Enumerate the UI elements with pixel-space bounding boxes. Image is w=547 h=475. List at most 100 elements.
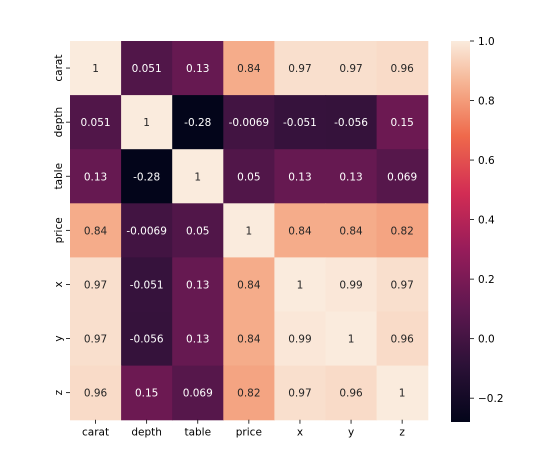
heatmap-cell: [70, 41, 122, 96]
colorbar-tick-label: 0.0: [478, 333, 495, 345]
cell-value-label: -0.0069: [229, 117, 270, 129]
cell-value-label: 0.069: [183, 388, 213, 400]
cell-value-label: 0.13: [288, 171, 311, 183]
heatmap-cell: [70, 95, 122, 150]
y-tick-label: table: [53, 163, 65, 190]
cell-value-label: -0.28: [184, 117, 211, 129]
cell-value-label: 0.13: [186, 334, 209, 346]
cell-value-label: 0.05: [237, 171, 260, 183]
heatmap-cell: [325, 365, 378, 421]
heatmap-cell: [274, 149, 327, 204]
heatmap-cell: [274, 365, 327, 421]
cell-value-label: 0.97: [339, 63, 362, 75]
cell-value-label: 1: [297, 279, 304, 291]
cell-value-label: 0.84: [84, 225, 108, 237]
heatmap-cell: [223, 311, 275, 367]
y-tick-label: depth: [53, 107, 65, 138]
heatmap-cell: [70, 365, 122, 421]
cell-value-label: -0.056: [130, 334, 164, 346]
heatmap-cell: [223, 41, 275, 96]
heatmap-cell: [325, 311, 378, 367]
colorbar-tick-label: 0.4: [478, 214, 495, 226]
heatmap-cell: [121, 257, 173, 313]
colorbar-tick-label: 0.8: [478, 95, 495, 107]
cell-value-label: 0.97: [288, 63, 311, 75]
heatmap-cell: [121, 203, 173, 258]
cell-value-label: -0.051: [283, 117, 317, 129]
heatmap-cell: [70, 311, 122, 367]
heatmap-cell: [121, 41, 173, 96]
y-tick-label: carat: [53, 55, 65, 82]
cell-value-label: 1: [194, 171, 201, 183]
cell-value-label: 0.96: [390, 334, 414, 346]
cell-value-label: 0.15: [135, 388, 158, 400]
cell-value-label: 0.97: [390, 279, 413, 291]
cell-value-label: 0.15: [390, 117, 413, 129]
colorbar-tick-label: −0.2: [478, 393, 504, 405]
cell-value-label: -0.051: [130, 279, 164, 291]
heatmap-cell: [121, 365, 173, 421]
cell-value-label: 0.051: [81, 117, 111, 129]
cell-value-label: 0.05: [186, 225, 209, 237]
cell-value-label: 0.051: [132, 63, 162, 75]
heatmap-cell: [376, 203, 429, 258]
heatmap-cell: [223, 149, 275, 204]
cell-value-label: -0.0069: [126, 225, 167, 237]
colorbar: [451, 41, 470, 422]
x-tick-label: y: [348, 427, 354, 439]
cell-value-label: 0.97: [288, 388, 311, 400]
heatmap-cell: [223, 203, 275, 258]
heatmap-cell: [223, 257, 275, 313]
heatmap-cell: [376, 149, 429, 204]
heatmap-cell: [274, 203, 327, 258]
cell-value-label: 0.84: [237, 63, 261, 75]
y-tick-label: z: [53, 389, 65, 395]
y-tick-label: x: [53, 281, 65, 287]
cell-value-label: 1: [399, 388, 406, 400]
cell-value-label: 1: [348, 334, 355, 346]
cell-value-label: 0.84: [237, 334, 261, 346]
cell-value-label: 0.82: [237, 388, 260, 400]
heatmap-cell: [325, 203, 378, 258]
heatmap-cell: [274, 41, 327, 96]
heatmap-cell: [223, 95, 275, 150]
cell-value-label: 0.96: [339, 388, 363, 400]
x-tick-label: table: [184, 427, 211, 439]
heatmap-cell: [172, 365, 224, 421]
heatmap-cell: [121, 149, 173, 204]
heatmap-cell: [172, 95, 224, 150]
heatmap-cell: [172, 41, 224, 96]
cell-value-label: 1: [92, 63, 99, 75]
x-tick-label: depth: [131, 427, 162, 439]
heatmap-cell: [172, 257, 224, 313]
cell-value-label: 1: [143, 117, 150, 129]
cell-value-label: 0.13: [339, 171, 362, 183]
heatmap-cell: [376, 311, 429, 367]
cell-value-label: -0.28: [133, 171, 160, 183]
heatmap-cell: [376, 365, 429, 421]
x-tick-label: z: [399, 427, 405, 439]
heatmap-cell: [274, 95, 327, 150]
y-tick-label: y: [53, 335, 65, 341]
heatmap-cell: [325, 41, 378, 96]
y-tick-label: price: [53, 217, 65, 243]
cell-value-label: 0.84: [288, 225, 312, 237]
x-tick-label: carat: [82, 427, 109, 439]
heatmap-cell: [70, 257, 122, 313]
colorbar-tick-label: 1.0: [478, 36, 495, 48]
heatmap-cell: [325, 257, 378, 313]
heatmap-cell: [172, 203, 224, 258]
cell-value-label: 0.82: [390, 225, 413, 237]
heatmap-cell: [172, 149, 224, 204]
cell-value-label: -0.056: [334, 117, 368, 129]
heatmap-cell: [274, 257, 327, 313]
heatmap-cell: [70, 203, 122, 258]
colorbar-tick-label: 0.6: [478, 155, 495, 167]
cell-value-label: 0.96: [390, 63, 414, 75]
heatmap-cell: [223, 365, 275, 421]
colorbar-tick-label: 0.2: [478, 274, 495, 286]
cell-value-label: 0.84: [237, 279, 261, 291]
cell-value-label: 0.13: [186, 279, 209, 291]
